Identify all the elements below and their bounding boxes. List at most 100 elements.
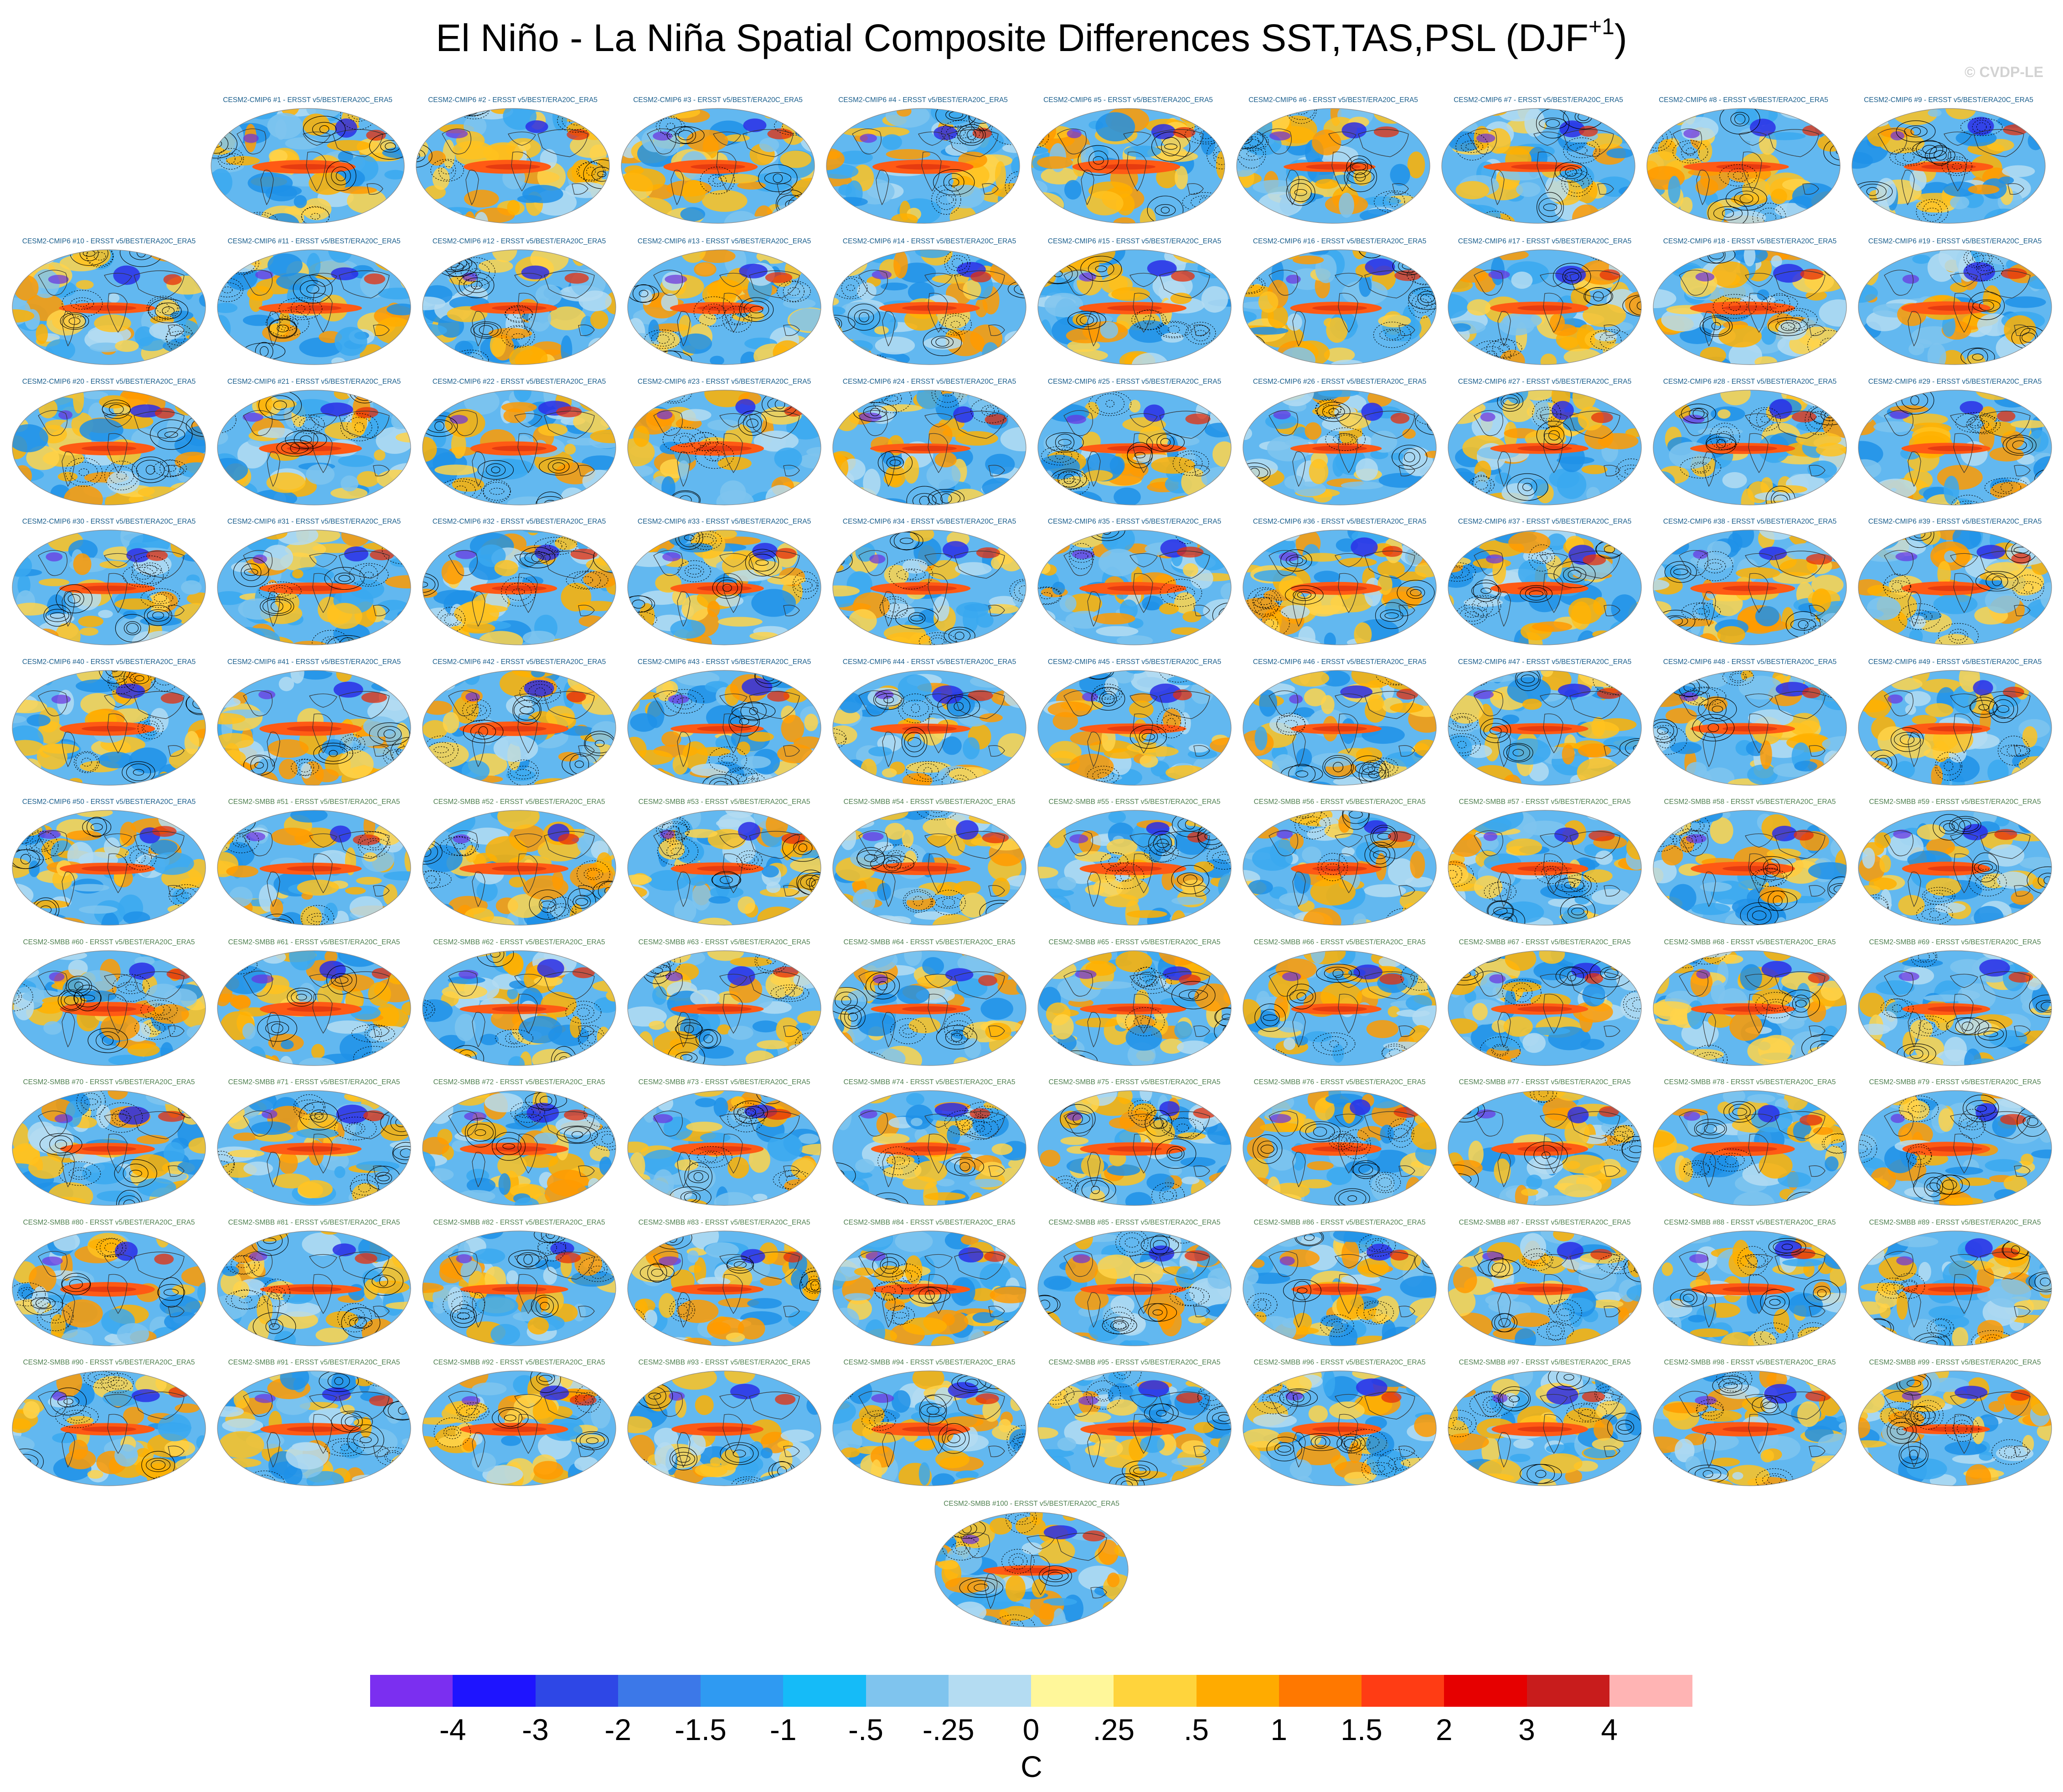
global-map xyxy=(1031,108,1225,224)
global-map xyxy=(217,1090,411,1206)
global-map xyxy=(1858,810,2052,926)
global-map xyxy=(422,1090,616,1206)
global-map xyxy=(826,108,1020,224)
global-map xyxy=(12,669,206,786)
panel-title: CESM2-CMIP6 #35 - ERSST v5/BEST/ERA20C_E… xyxy=(1047,518,1222,525)
panel-title: CESM2-SMBB #85 - ERSST v5/BEST/ERA20C_ER… xyxy=(1048,1218,1221,1226)
map-panel: CESM2-SMBB #72 - ERSST v5/BEST/ERA20C_ER… xyxy=(417,1078,622,1215)
map-panel: CESM2-CMIP6 #13 - ERSST v5/BEST/ERA20C_E… xyxy=(622,237,827,374)
global-map xyxy=(1448,1090,1642,1206)
global-map xyxy=(1243,389,1437,505)
panel-title: CESM2-CMIP6 #12 - ERSST v5/BEST/ERA20C_E… xyxy=(432,237,606,245)
global-map xyxy=(832,389,1026,505)
map-panel: CESM2-CMIP6 #34 - ERSST v5/BEST/ERA20C_E… xyxy=(827,517,1032,654)
global-map xyxy=(1653,249,1847,365)
global-map xyxy=(1653,1370,1847,1486)
panel-title: CESM2-CMIP6 #8 - ERSST v5/BEST/ERA20C_ER… xyxy=(1659,96,1828,104)
colorbar-tick-label: 1.5 xyxy=(1341,1713,1382,1746)
map-panel: CESM2-CMIP6 #7 - ERSST v5/BEST/ERA20C_ER… xyxy=(1436,96,1641,232)
colorbar-tick-label: 2 xyxy=(1435,1713,1453,1746)
colorbar-tick-label: -4 xyxy=(439,1713,466,1746)
panel-title: CESM2-CMIP6 #30 - ERSST v5/BEST/ERA20C_E… xyxy=(22,518,196,525)
global-map xyxy=(1653,1090,1847,1206)
colorbar-tick-label: .5 xyxy=(1183,1713,1209,1746)
panel-title: CESM2-SMBB #100 - ERSST v5/BEST/ERA20C_E… xyxy=(944,1500,1119,1508)
map-panel: CESM2-SMBB #74 - ERSST v5/BEST/ERA20C_ER… xyxy=(827,1078,1032,1215)
map-panel: CESM2-CMIP6 #37 - ERSST v5/BEST/ERA20C_E… xyxy=(1442,517,1647,654)
global-map xyxy=(627,389,821,505)
panel-title: CESM2-SMBB #98 - ERSST v5/BEST/ERA20C_ER… xyxy=(1664,1359,1836,1366)
map-panel: CESM2-SMBB #78 - ERSST v5/BEST/ERA20C_ER… xyxy=(1647,1078,1852,1215)
panel-title: CESM2-SMBB #56 - ERSST v5/BEST/ERA20C_ER… xyxy=(1253,798,1426,806)
map-panel: CESM2-CMIP6 #25 - ERSST v5/BEST/ERA20C_E… xyxy=(1032,377,1237,514)
global-map xyxy=(1858,1370,2052,1486)
map-panel: CESM2-SMBB #57 - ERSST v5/BEST/ERA20C_ER… xyxy=(1442,798,1647,934)
panel-title: CESM2-SMBB #53 - ERSST v5/BEST/ERA20C_ER… xyxy=(638,798,810,806)
global-map xyxy=(217,1230,411,1346)
map-panel: CESM2-CMIP6 #40 - ERSST v5/BEST/ERA20C_E… xyxy=(6,658,211,794)
global-map xyxy=(1858,389,2052,505)
title-main: El Niño - La Niña Spatial Composite Diff… xyxy=(436,16,1589,59)
map-panel: CESM2-CMIP6 #29 - ERSST v5/BEST/ERA20C_E… xyxy=(1852,377,2058,514)
global-map xyxy=(1243,950,1437,1066)
map-panel: CESM2-SMBB #60 - ERSST v5/BEST/ERA20C_ER… xyxy=(6,938,211,1075)
map-panel: CESM2-CMIP6 #27 - ERSST v5/BEST/ERA20C_E… xyxy=(1442,377,1647,514)
colorbar-box xyxy=(1031,1675,1114,1707)
map-panel: CESM2-CMIP6 #5 - ERSST v5/BEST/ERA20C_ER… xyxy=(1026,96,1231,232)
panel-title: CESM2-CMIP6 #21 - ERSST v5/BEST/ERA20C_E… xyxy=(227,377,401,386)
map-panel: CESM2-CMIP6 #19 - ERSST v5/BEST/ERA20C_E… xyxy=(1852,237,2058,374)
map-panel: CESM2-SMBB #91 - ERSST v5/BEST/ERA20C_ER… xyxy=(211,1358,417,1495)
panel-title: CESM2-CMIP6 #34 - ERSST v5/BEST/ERA20C_E… xyxy=(842,518,1016,525)
global-map xyxy=(1653,810,1847,926)
panel-title: CESM2-SMBB #69 - ERSST v5/BEST/ERA20C_ER… xyxy=(1869,938,2041,946)
global-map xyxy=(1448,669,1642,786)
map-panel: CESM2-CMIP6 #9 - ERSST v5/BEST/ERA20C_ER… xyxy=(1846,96,2051,232)
colorbar-tick-label: -2 xyxy=(604,1713,632,1746)
map-panel: CESM2-SMBB #90 - ERSST v5/BEST/ERA20C_ER… xyxy=(6,1358,211,1495)
panel-title: CESM2-CMIP6 #38 - ERSST v5/BEST/ERA20C_E… xyxy=(1663,518,1837,525)
global-map xyxy=(1243,669,1437,786)
panel-title: CESM2-SMBB #58 - ERSST v5/BEST/ERA20C_ER… xyxy=(1664,798,1836,806)
map-panel: CESM2-SMBB #92 - ERSST v5/BEST/ERA20C_ER… xyxy=(417,1358,622,1495)
panel-title: CESM2-CMIP6 #20 - ERSST v5/BEST/ERA20C_E… xyxy=(22,377,196,386)
map-panel: CESM2-CMIP6 #22 - ERSST v5/BEST/ERA20C_E… xyxy=(417,377,622,514)
panel-title: CESM2-CMIP6 #29 - ERSST v5/BEST/ERA20C_E… xyxy=(1868,377,2042,386)
map-panel: CESM2-CMIP6 #10 - ERSST v5/BEST/ERA20C_E… xyxy=(6,237,211,374)
global-map xyxy=(1243,810,1437,926)
panel-title: CESM2-SMBB #95 - ERSST v5/BEST/ERA20C_ER… xyxy=(1048,1359,1221,1366)
global-map xyxy=(832,530,1026,645)
map-panel: CESM2-CMIP6 #30 - ERSST v5/BEST/ERA20C_E… xyxy=(6,517,211,654)
panel-title: CESM2-CMIP6 #23 - ERSST v5/BEST/ERA20C_E… xyxy=(637,377,811,386)
colorbar-tick-label: 0 xyxy=(1022,1713,1040,1746)
global-map xyxy=(627,810,821,926)
panel-title: CESM2-SMBB #71 - ERSST v5/BEST/ERA20C_ER… xyxy=(228,1078,400,1086)
global-map xyxy=(12,950,206,1066)
map-panel: CESM2-CMIP6 #1 - ERSST v5/BEST/ERA20C_ER… xyxy=(205,96,410,232)
colorbar-box xyxy=(783,1675,866,1707)
colorbar-box xyxy=(535,1675,619,1707)
map-panel: CESM2-SMBB #52 - ERSST v5/BEST/ERA20C_ER… xyxy=(417,798,622,934)
panel-title: CESM2-SMBB #72 - ERSST v5/BEST/ERA20C_ER… xyxy=(433,1078,605,1086)
global-map xyxy=(1653,669,1847,786)
global-map xyxy=(1037,1370,1232,1486)
panel-title: CESM2-SMBB #94 - ERSST v5/BEST/ERA20C_ER… xyxy=(843,1359,1016,1366)
map-panel: CESM2-CMIP6 #14 - ERSST v5/BEST/ERA20C_E… xyxy=(827,237,1032,374)
panel-title: CESM2-CMIP6 #40 - ERSST v5/BEST/ERA20C_E… xyxy=(22,658,196,666)
colorbar-box xyxy=(866,1675,949,1707)
global-map xyxy=(1858,249,2052,365)
global-map xyxy=(217,1370,411,1486)
map-panel: CESM2-SMBB #79 - ERSST v5/BEST/ERA20C_ER… xyxy=(1852,1078,2058,1215)
global-map xyxy=(12,1370,206,1486)
panel-title: CESM2-CMIP6 #28 - ERSST v5/BEST/ERA20C_E… xyxy=(1663,377,1837,386)
map-panel: CESM2-CMIP6 #50 - ERSST v5/BEST/ERA20C_E… xyxy=(6,798,211,934)
global-map xyxy=(934,1512,1129,1627)
panel-title: CESM2-SMBB #65 - ERSST v5/BEST/ERA20C_ER… xyxy=(1048,938,1221,946)
colorbar-tick-label: -.25 xyxy=(922,1713,975,1746)
panel-title: CESM2-SMBB #66 - ERSST v5/BEST/ERA20C_ER… xyxy=(1253,938,1426,946)
map-panel: CESM2-SMBB #86 - ERSST v5/BEST/ERA20C_ER… xyxy=(1237,1218,1442,1355)
map-panel: CESM2-SMBB #64 - ERSST v5/BEST/ERA20C_ER… xyxy=(827,938,1032,1075)
panel-title: CESM2-SMBB #52 - ERSST v5/BEST/ERA20C_ER… xyxy=(433,798,605,806)
panel-title: CESM2-CMIP6 #7 - ERSST v5/BEST/ERA20C_ER… xyxy=(1454,96,1623,104)
global-map xyxy=(12,249,206,365)
global-map xyxy=(217,810,411,926)
